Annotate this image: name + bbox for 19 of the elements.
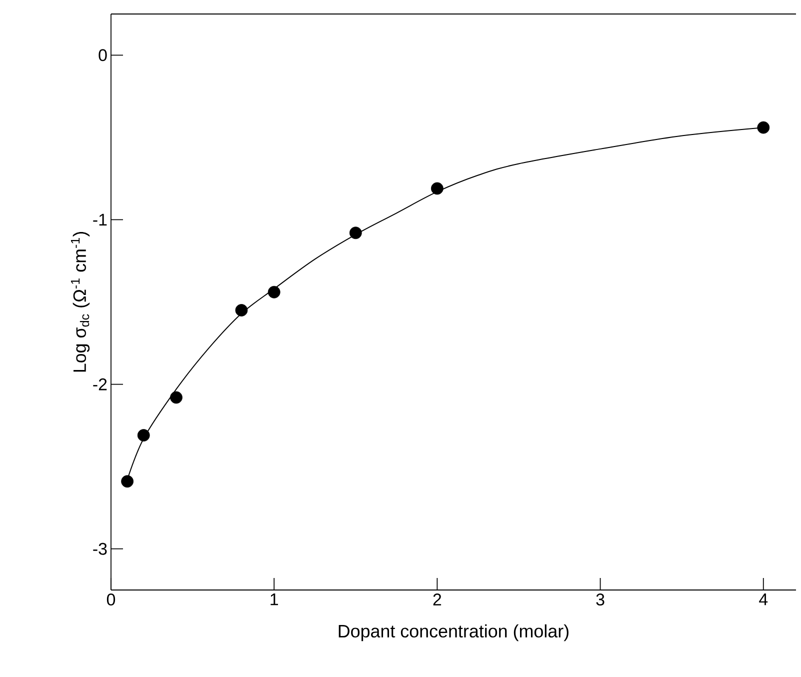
point [121, 475, 134, 488]
point [430, 182, 444, 195]
point [235, 304, 248, 316]
point [137, 429, 150, 442]
x-tick-label: 3 [596, 594, 604, 606]
x-tick-label: 2 [433, 594, 442, 606]
y-tick-label: 0 [98, 49, 107, 62]
y-tick-label: -1 [93, 214, 107, 226]
x-tick-label: 4 [759, 594, 768, 606]
x-axis-title: Dopant concentration (molar) [338, 624, 568, 642]
point [349, 226, 362, 240]
point [757, 121, 770, 134]
y-tick-label: -3 [93, 542, 107, 555]
y-axis-title: Log σ$_{dc}$ (Ω$^{-1}$ cm$^{-1}$) [70, 232, 90, 372]
point [268, 286, 280, 298]
y-tick-label: -2 [93, 378, 107, 390]
point [170, 391, 182, 404]
x-tick-label: 0 [106, 594, 116, 606]
x-tick-label: 1 [270, 594, 278, 606]
